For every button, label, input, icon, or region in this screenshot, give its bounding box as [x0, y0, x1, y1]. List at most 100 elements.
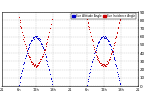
Point	[48, 31, 50, 33]
Point	[45, 56, 47, 58]
Point	[27, 47, 29, 49]
Point	[90, 66, 93, 67]
Point	[117, 27, 120, 29]
Point	[99, 62, 101, 64]
Point	[98, 60, 100, 62]
Point	[24, 58, 26, 59]
Point	[107, 39, 109, 41]
Point	[94, 50, 96, 52]
Point	[117, 77, 120, 79]
Point	[27, 55, 30, 56]
Point	[23, 62, 25, 64]
Point	[47, 35, 49, 37]
Point	[88, 26, 90, 28]
Point	[20, 75, 22, 77]
Point	[43, 53, 46, 55]
Point	[38, 61, 41, 62]
Point	[32, 62, 34, 64]
Point	[26, 48, 29, 50]
Point	[42, 49, 45, 50]
Point	[48, 69, 51, 71]
Point	[40, 43, 43, 45]
Point	[103, 64, 106, 66]
Point	[114, 64, 117, 65]
Point	[47, 65, 49, 67]
Point	[87, 25, 90, 27]
Point	[28, 44, 30, 46]
Point	[110, 53, 112, 54]
Point	[36, 65, 38, 66]
Point	[18, 81, 21, 83]
Point	[104, 65, 106, 67]
Point	[92, 58, 95, 60]
Point	[25, 52, 28, 54]
Point	[102, 36, 105, 38]
Point	[22, 67, 24, 69]
Point	[35, 65, 37, 66]
Point	[22, 38, 25, 39]
Point	[48, 27, 51, 28]
Point	[106, 64, 108, 65]
Point	[49, 77, 52, 78]
Point	[21, 32, 23, 33]
Point	[103, 37, 105, 39]
Point	[29, 58, 32, 60]
Point	[30, 39, 33, 41]
Point	[113, 42, 115, 44]
Point	[49, 74, 52, 75]
Point	[18, 84, 20, 86]
Point	[40, 56, 43, 58]
Point	[34, 35, 36, 37]
Point	[95, 46, 98, 47]
Point	[95, 54, 97, 55]
Point	[43, 50, 45, 51]
Point	[86, 84, 88, 86]
Point	[95, 56, 98, 57]
Point	[33, 63, 36, 65]
Point	[49, 23, 52, 25]
Point	[104, 36, 106, 37]
Point	[118, 18, 121, 20]
Point	[42, 51, 45, 52]
Point	[88, 76, 90, 77]
Point	[18, 19, 21, 20]
Point	[21, 71, 23, 72]
Point	[43, 49, 45, 51]
Point	[116, 32, 118, 33]
Point	[39, 39, 41, 40]
Point	[100, 65, 103, 66]
Point	[29, 43, 31, 44]
Point	[117, 23, 120, 24]
Point	[116, 73, 119, 75]
Point	[26, 49, 28, 51]
Point	[31, 63, 33, 65]
Point	[103, 63, 105, 65]
Point	[20, 27, 23, 29]
Point	[31, 62, 34, 63]
Point	[118, 82, 121, 83]
Point	[97, 57, 99, 59]
Point	[92, 44, 95, 46]
Legend: Sun Altitude Angle, Sun Incidence Angle: Sun Altitude Angle, Sun Incidence Angle	[71, 13, 136, 19]
Point	[108, 41, 110, 42]
Point	[25, 49, 28, 50]
Point	[91, 39, 94, 40]
Point	[109, 44, 112, 46]
Point	[26, 51, 28, 52]
Point	[105, 63, 108, 65]
Point	[115, 37, 117, 38]
Point	[37, 64, 39, 65]
Point	[104, 37, 107, 39]
Point	[94, 51, 96, 52]
Point	[112, 44, 115, 46]
Point	[35, 36, 38, 37]
Point	[32, 38, 35, 39]
Point	[41, 46, 44, 47]
Point	[40, 58, 43, 60]
Point	[23, 61, 26, 63]
Point	[48, 73, 51, 75]
Point	[25, 54, 27, 56]
Point	[23, 40, 26, 41]
Point	[41, 55, 44, 57]
Point	[45, 60, 48, 61]
